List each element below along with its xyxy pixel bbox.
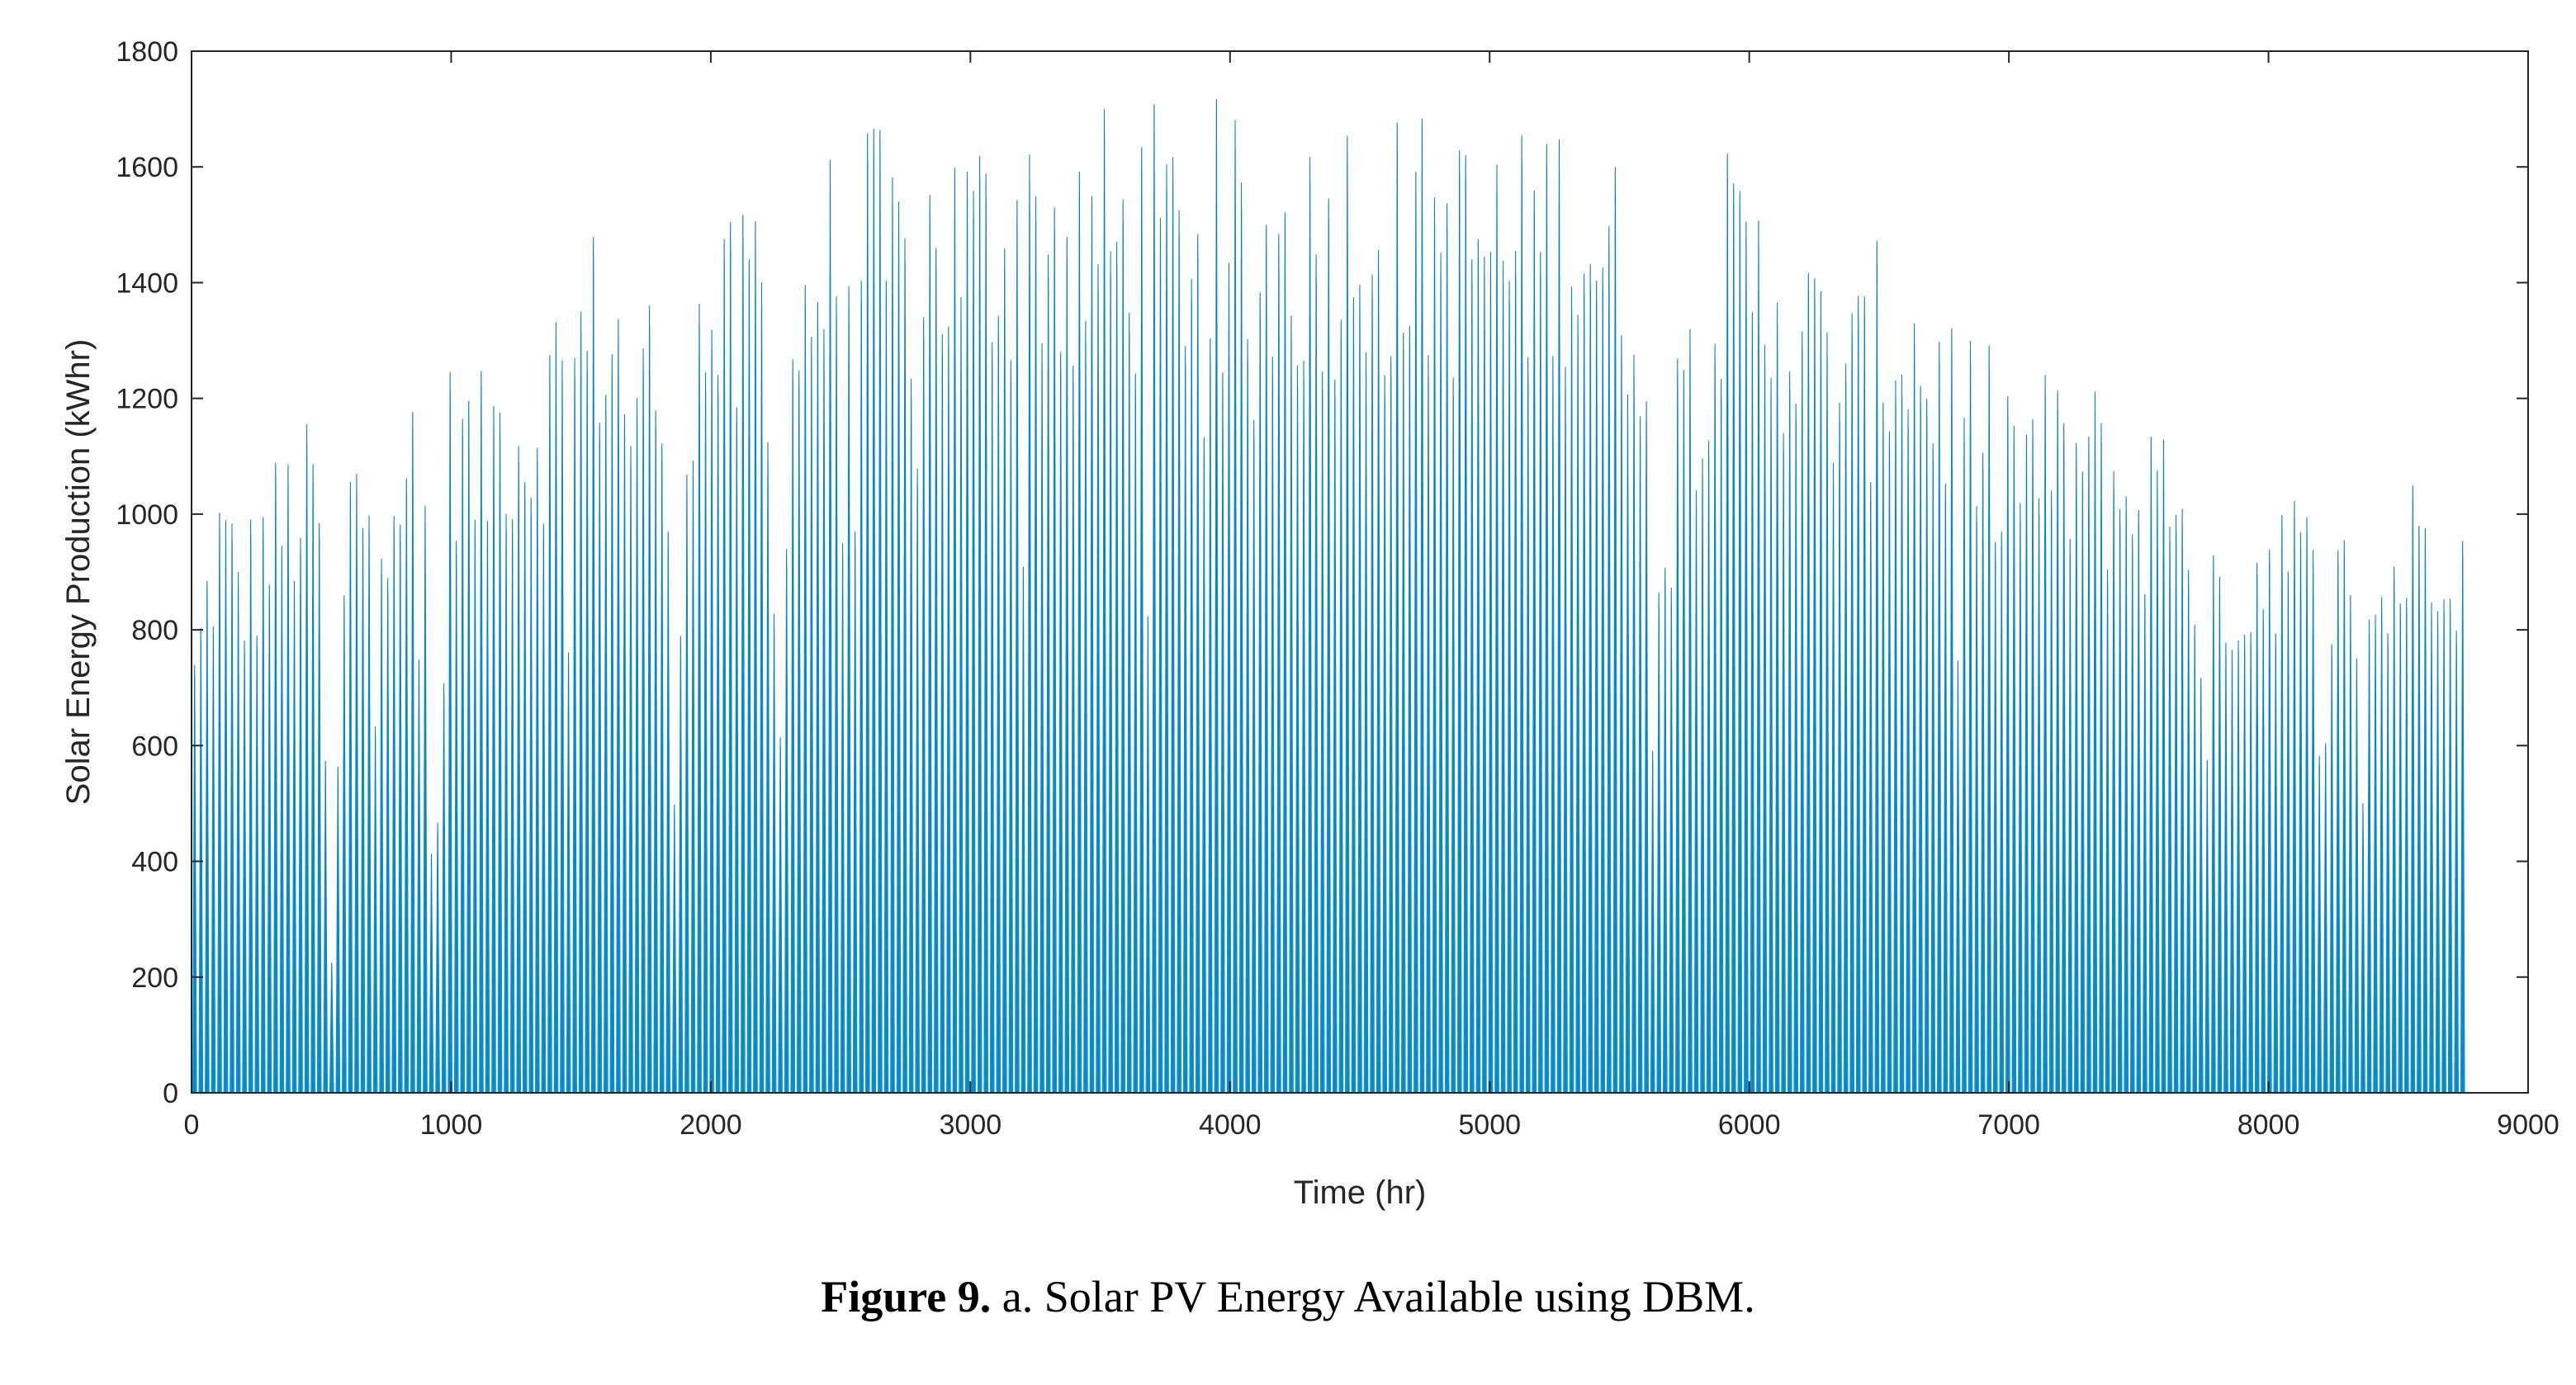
figure-caption-text: a. Solar PV Energy Available using DBM. [991,1272,1755,1321]
x-tick-label-1: 1000 [420,1109,483,1141]
y-tick-label-2: 400 [131,847,178,878]
y-axis-title: Solar Energy Production (kWhr) [60,339,97,806]
y-tick-label-3: 600 [131,730,178,762]
x-tick-label-7: 7000 [1977,1109,2040,1141]
x-tick-label-3: 3000 [940,1109,1002,1141]
x-tick-label-6: 6000 [1718,1109,1781,1141]
x-tick-labels: 0 1000 2000 3000 4000 5000 6000 7000 8000 9000 [184,1109,2559,1141]
x-tick-label-4: 4000 [1199,1109,1262,1141]
x-axis-title: Time (hr) [1294,1175,1427,1211]
y-tick-labels: 0 200 400 600 800 1000 1200 1400 1600 1800 [116,36,178,1109]
y-tick-label-4: 800 [131,615,178,646]
figure-caption-label: Figure 9. [821,1272,992,1321]
y-tick-label-1: 200 [131,962,178,994]
x-tick-label-0: 0 [184,1109,200,1141]
data-bars [192,98,2465,1094]
y-tick-label-7: 1400 [116,267,178,299]
y-tick-label-0: 0 [163,1078,178,1109]
y-tick-label-9: 1800 [116,36,178,68]
axis-ticks [191,50,2529,1094]
y-tick-label-6: 1200 [116,384,178,415]
x-tick-label-9: 9000 [2497,1109,2559,1141]
plot-frame [191,50,2529,1094]
y-tick-label-5: 1000 [116,499,178,531]
x-tick-label-8: 8000 [2237,1109,2300,1141]
solar-energy-chart: 0 1000 2000 3000 4000 5000 6000 7000 8000 9000 0 2… [60,36,2559,1211]
x-tick-label-5: 5000 [1458,1109,1521,1141]
x-tick-label-2: 2000 [680,1109,742,1141]
y-tick-label-8: 1600 [116,152,178,183]
figure-caption: Figure 9. a. Solar PV Energy Available u… [0,1271,2576,1322]
